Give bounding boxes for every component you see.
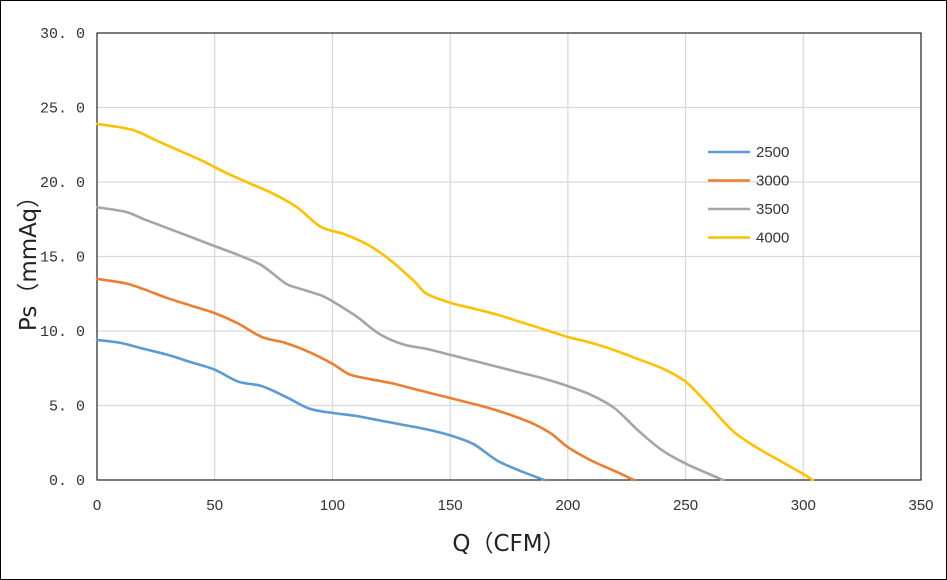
y-tick-label: 5. 0 bbox=[49, 399, 85, 416]
x-tick-label: 0 bbox=[93, 497, 101, 514]
x-tick-label: 150 bbox=[438, 497, 463, 514]
x-tick-label: 200 bbox=[555, 497, 580, 514]
y-axis-title: Ps（mmAq） bbox=[16, 185, 42, 331]
legend-label-4000: 4000 bbox=[756, 230, 789, 247]
x-tick-label: 100 bbox=[320, 497, 345, 514]
plot-area-border bbox=[96, 32, 922, 481]
y-tick-label: 0. 0 bbox=[49, 473, 85, 490]
legend-label-3000: 3000 bbox=[756, 173, 789, 190]
series-line-4000 bbox=[95, 122, 814, 482]
legend-label-2500: 2500 bbox=[756, 144, 789, 161]
legend-label-3500: 3500 bbox=[756, 201, 789, 218]
y-tick-label: 30. 0 bbox=[40, 26, 85, 43]
series-line-2500 bbox=[95, 338, 546, 482]
y-axis-tick-labels: 0. 0 5. 0 10. 0 15. 0 20. 0 25. 0 30. 0 bbox=[40, 26, 85, 490]
y-tick-label: 15. 0 bbox=[40, 250, 85, 267]
x-tick-label: 250 bbox=[673, 497, 698, 514]
grid-lines bbox=[96, 32, 922, 481]
x-tick-label: 50 bbox=[206, 497, 223, 514]
y-tick-label: 20. 0 bbox=[40, 175, 85, 192]
y-tick-label: 10. 0 bbox=[40, 324, 85, 341]
series-line-3000 bbox=[95, 277, 636, 482]
series-line-3500 bbox=[95, 206, 725, 482]
legend: 2500 3000 3500 4000 bbox=[708, 144, 789, 247]
x-tick-label: 300 bbox=[791, 497, 816, 514]
x-axis-tick-labels: 0 50 100 150 200 250 300 350 bbox=[93, 497, 934, 514]
series-lines bbox=[95, 122, 814, 482]
x-axis-title: Q（CFM） bbox=[452, 531, 565, 557]
x-tick-label: 350 bbox=[908, 497, 933, 514]
y-tick-label: 25. 0 bbox=[40, 101, 85, 118]
